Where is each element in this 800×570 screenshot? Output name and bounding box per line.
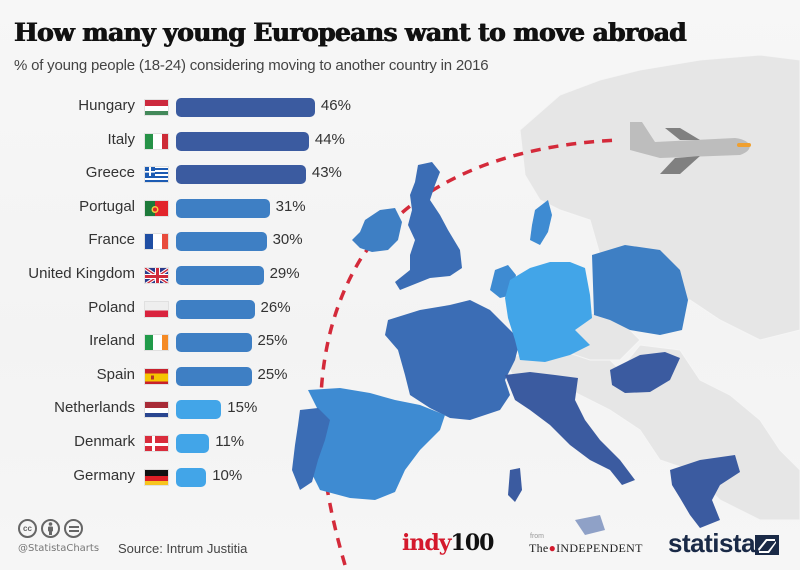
statista-logo[interactable]: statista (668, 528, 756, 558)
netherlands-flag-icon (144, 401, 169, 419)
germany-flag-icon (144, 468, 169, 486)
no-derivatives-icon[interactable] (64, 519, 83, 538)
map-sicily (575, 515, 605, 535)
airplane-icon (630, 122, 751, 174)
map-greece (670, 455, 740, 528)
source-note: Source: Intrum Justitia (118, 541, 248, 556)
bar (176, 400, 222, 420)
bar-row: Portugal 31% (0, 197, 400, 219)
bar (176, 366, 252, 386)
bar (176, 165, 306, 185)
map-france (385, 300, 520, 420)
license-icons: cc (18, 519, 83, 538)
bar-row: Denmark 11% (0, 432, 400, 454)
bar (176, 266, 264, 285)
category-label: Ireland (89, 332, 135, 350)
portugal-flag-icon (144, 199, 169, 217)
from-label: from (530, 533, 544, 540)
bar-row: Netherlands 15% (0, 398, 400, 420)
chart-subtitle: % of young people (18-24) considering mo… (14, 57, 489, 74)
category-label: Spain (96, 365, 135, 383)
category-label: United Kingdom (28, 265, 135, 282)
italy-flag-icon (144, 132, 169, 150)
flight-route-line (318, 138, 621, 566)
indy100-logo-red: indy (402, 530, 452, 556)
value-label: 25% (257, 332, 288, 350)
chart-title: How many young Europeans want to move ab… (14, 18, 687, 47)
map-spain (308, 388, 445, 500)
bar-row: Italy 44% (0, 130, 400, 152)
indy100-logo-black: 100 (450, 530, 495, 556)
map-hungary (610, 352, 680, 393)
value-label: 10% (212, 466, 243, 484)
uk-flag-icon (144, 267, 169, 284)
category-label: France (88, 231, 135, 249)
bar-row: France 30% (0, 230, 400, 252)
poland-flag-icon (144, 300, 169, 318)
bar-row: United Kingdom 29% (0, 264, 400, 286)
cc-icon[interactable]: cc (18, 519, 37, 538)
value-label: 30% (272, 231, 303, 249)
bar-row: Germany 10% (0, 466, 400, 488)
category-label: Germany (73, 466, 135, 484)
bar (176, 198, 270, 218)
category-label: Poland (88, 298, 135, 316)
map-united-kingdom (395, 162, 462, 290)
bar-row: Ireland 25% (0, 331, 400, 353)
value-label: 15% (227, 399, 258, 417)
greece-flag-icon (144, 166, 169, 184)
bar (176, 232, 267, 252)
category-label: Denmark (74, 433, 135, 450)
hungary-flag-icon (144, 99, 169, 116)
value-label: 29% (269, 265, 300, 282)
value-label: 11% (215, 433, 245, 450)
bar (176, 333, 252, 353)
independent-eagle-icon: ● (548, 541, 557, 555)
statista-handle[interactable]: @StatistaCharts (18, 543, 100, 554)
map-germany (505, 262, 592, 362)
bar-row: Greece 43% (0, 163, 400, 185)
value-label: 25% (257, 365, 288, 383)
category-label: Italy (107, 130, 135, 148)
denmark-flag-icon (144, 435, 169, 452)
independent-logo[interactable]: The●INDEPENDENT (529, 541, 643, 556)
indy100-logo[interactable]: indy100 (402, 530, 495, 556)
category-label: Portugal (79, 197, 135, 215)
bar (176, 299, 255, 319)
spain-flag-icon (144, 367, 169, 385)
ireland-flag-icon (144, 334, 169, 352)
independent-the: The (529, 541, 549, 555)
bar (176, 98, 315, 117)
map-ireland (352, 208, 402, 252)
category-label: Greece (85, 164, 135, 182)
attribution-icon[interactable] (41, 519, 60, 538)
map-denmark (530, 200, 552, 245)
value-label: 31% (275, 197, 306, 215)
category-label: Netherlands (54, 399, 135, 417)
bar (176, 131, 309, 151)
bar-row: Spain 25% (0, 365, 400, 387)
map-italy (505, 372, 635, 485)
france-flag-icon (144, 233, 169, 251)
bar-row: Hungary 46% (0, 96, 400, 118)
map-portugal (292, 408, 330, 490)
map-poland (592, 245, 688, 335)
category-label: Hungary (78, 97, 135, 114)
value-label: 44% (314, 130, 345, 148)
statista-mark-icon (755, 535, 779, 555)
bar-row: Poland 26% (0, 298, 400, 320)
bar (176, 467, 207, 487)
value-label: 46% (320, 97, 351, 114)
independent-name: INDEPENDENT (556, 541, 643, 555)
value-label: 43% (311, 164, 342, 182)
value-label: 26% (260, 298, 291, 316)
map-sardinia (508, 468, 522, 502)
bar (176, 434, 210, 453)
